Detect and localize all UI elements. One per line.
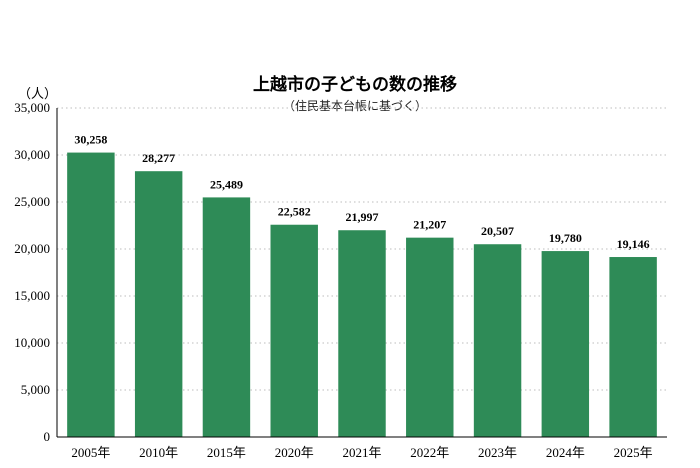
- bar: [473, 244, 522, 437]
- y-tick-label: 10,000: [14, 335, 50, 350]
- data-label: 20,507: [481, 224, 514, 238]
- y-tick-label: 35,000: [14, 100, 50, 115]
- y-axis-unit-label: （人）: [18, 87, 57, 102]
- y-tick-label: 15,000: [14, 288, 50, 303]
- bar: [406, 237, 454, 437]
- bar: [338, 230, 386, 437]
- chart-title: 上越市の子どもの数の推移: [253, 74, 457, 95]
- bar: [270, 224, 318, 437]
- data-label: 22,582: [278, 205, 311, 219]
- x-tick-label: 2010年: [139, 445, 178, 460]
- data-label: 19,146: [617, 237, 650, 251]
- bar: [134, 171, 183, 437]
- data-label: 28,277: [142, 151, 175, 165]
- chart-subtitle: （住民基本台帳に基づく）: [283, 98, 427, 113]
- bar: [202, 197, 251, 437]
- x-tick-label: 2025年: [614, 445, 653, 460]
- y-tick-label: 20,000: [14, 241, 50, 256]
- bar: [67, 152, 115, 437]
- data-label: 19,780: [549, 231, 582, 245]
- data-label: 21,207: [413, 218, 446, 232]
- y-tick-label: 0: [44, 429, 51, 444]
- data-labels: 30,258 28,277 25,489 22,582 21,997 21,207 20,5…: [74, 133, 649, 251]
- y-axis-tick-labels: 0 5,000 10,000 15,000 20,000 25,000 30,000 35,0…: [14, 100, 50, 444]
- y-tick-label: 30,000: [14, 147, 50, 162]
- x-tick-label: 2022年: [410, 445, 449, 460]
- bar: [541, 251, 590, 437]
- y-tick-label: 25,000: [14, 194, 50, 209]
- data-label: 21,997: [346, 210, 379, 224]
- x-tick-label: 2020年: [275, 445, 314, 460]
- x-tick-label: 2023年: [478, 445, 517, 460]
- bars: [67, 152, 657, 437]
- y-tick-label: 5,000: [21, 382, 50, 397]
- x-tick-label: 2015年: [207, 445, 246, 460]
- x-tick-label: 2021年: [342, 445, 381, 460]
- bar: [609, 257, 657, 437]
- x-axis-tick-labels: 2005年 2010年 2015年 2020年 2021年 2022年 2023年 2024年…: [71, 445, 652, 460]
- x-tick-label: 2005年: [71, 445, 110, 460]
- x-tick-label: 2024年: [546, 445, 585, 460]
- data-label: 25,489: [210, 177, 243, 191]
- data-label: 30,258: [74, 133, 107, 147]
